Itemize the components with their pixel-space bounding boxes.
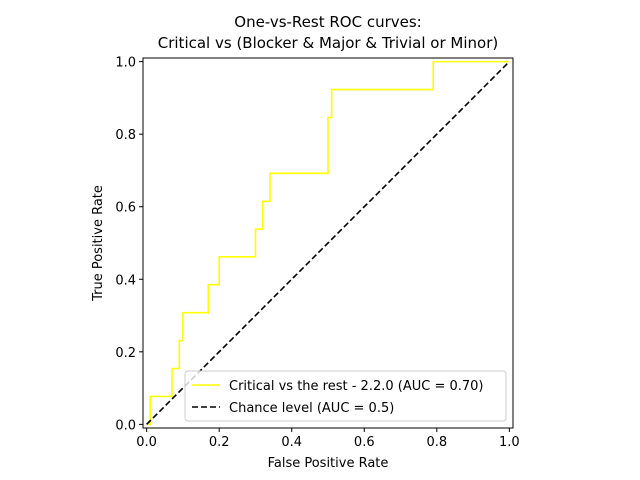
y-tick-label: 0.0: [115, 418, 136, 433]
chart-title-line2: Critical vs (Blocker & Major & Trivial o…: [158, 34, 498, 52]
roc-curve-line: [146, 60, 510, 426]
legend-label-chance: Chance level (AUC = 0.5): [229, 401, 394, 416]
y-tick-label: 0.2: [115, 346, 136, 361]
plot-frame: [142, 57, 514, 429]
y-axis-label: True Positive Rate: [91, 185, 106, 302]
x-tick-label: 0.8: [426, 435, 447, 450]
x-tick-label: 0.0: [136, 435, 157, 450]
legend-label-roc: Critical vs the rest - 2.2.0 (AUC = 0.70…: [229, 379, 484, 394]
x-tick-label: 0.2: [209, 435, 230, 450]
x-tick-label: 0.4: [281, 435, 302, 450]
chance-level-line: [146, 61, 510, 425]
y-tick-label: 0.4: [115, 273, 136, 288]
y-tick-label: 0.6: [115, 201, 136, 216]
y-tick-label: 0.8: [115, 128, 136, 143]
x-tick-label: 0.6: [354, 435, 375, 450]
legend: Critical vs the rest - 2.2.0 (AUC = 0.70…: [184, 370, 507, 422]
x-axis-ticks: 0.0 0.2 0.4 0.6 0.8 1.0: [136, 428, 520, 450]
y-axis-ticks: 0.0 0.2 0.4 0.6 0.8 1.0: [115, 56, 143, 433]
x-axis-label: False Positive Rate: [268, 456, 389, 471]
chart-title-line1: One-vs-Rest ROC curves:: [234, 13, 421, 31]
y-tick-label: 1.0: [115, 56, 136, 71]
x-tick-label: 1.0: [499, 435, 520, 450]
series-layer: [146, 60, 510, 426]
legend-box: [184, 370, 507, 422]
